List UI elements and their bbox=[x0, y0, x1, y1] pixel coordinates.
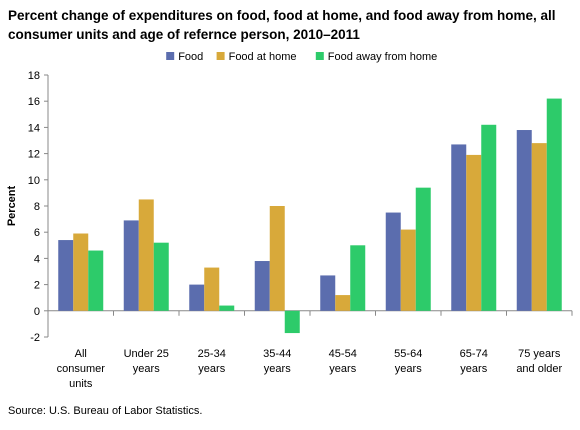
y-axis-title: Percent bbox=[6, 185, 18, 226]
bar bbox=[335, 295, 351, 311]
bar bbox=[153, 242, 169, 311]
bar bbox=[123, 220, 139, 311]
x-tick-label: consumer bbox=[57, 363, 106, 375]
bar bbox=[269, 206, 285, 311]
bar bbox=[284, 310, 300, 334]
x-tick-label: 65-74 bbox=[460, 348, 488, 360]
y-tick-label: 16 bbox=[28, 96, 40, 108]
bar bbox=[400, 229, 416, 311]
y-tick-label: 0 bbox=[34, 306, 40, 318]
bar bbox=[546, 98, 562, 311]
legend-label: Food away from home bbox=[328, 51, 437, 63]
x-tick-label: All bbox=[75, 348, 87, 360]
x-tick-label: years bbox=[460, 363, 487, 375]
legend-swatch bbox=[216, 52, 225, 60]
bar bbox=[88, 250, 104, 311]
y-tick-label: 4 bbox=[34, 253, 40, 265]
y-tick-label: 12 bbox=[28, 149, 40, 161]
bar bbox=[415, 187, 431, 311]
bar bbox=[516, 130, 532, 311]
x-tick-label: years bbox=[264, 363, 291, 375]
legend-swatch bbox=[166, 52, 175, 60]
x-tick-label: years bbox=[133, 363, 160, 375]
x-tick-label: years bbox=[198, 363, 225, 375]
bar bbox=[58, 240, 74, 311]
bar bbox=[531, 143, 547, 311]
x-tick-label: units bbox=[69, 378, 93, 390]
y-tick-label: 8 bbox=[34, 201, 40, 213]
y-tick-label: 18 bbox=[28, 70, 40, 82]
source-note: Source: U.S. Bureau of Labor Statistics. bbox=[8, 405, 203, 417]
bar bbox=[385, 212, 401, 311]
bar bbox=[350, 245, 366, 311]
bar bbox=[320, 275, 336, 311]
chart-title: Percent change of expenditures on food, … bbox=[8, 8, 556, 42]
y-tick-label: 2 bbox=[34, 280, 40, 292]
x-tick-label: years bbox=[329, 363, 356, 375]
y-tick-label: -2 bbox=[30, 332, 40, 344]
y-tick-label: 14 bbox=[28, 122, 40, 134]
x-tick-label: 35-44 bbox=[263, 348, 291, 360]
bar bbox=[73, 233, 89, 311]
bar bbox=[204, 267, 220, 311]
legend-label: Food bbox=[178, 51, 203, 63]
y-tick-label: 6 bbox=[34, 227, 40, 239]
x-tick-label: Under 25 bbox=[124, 348, 169, 360]
bar bbox=[481, 124, 497, 311]
bar bbox=[219, 305, 235, 311]
bar bbox=[466, 154, 482, 311]
x-tick-label: and older bbox=[516, 363, 562, 375]
legend-label: Food at home bbox=[229, 51, 297, 63]
legend-swatch bbox=[315, 52, 324, 60]
bar bbox=[254, 261, 270, 311]
x-tick-label: 25-34 bbox=[198, 348, 226, 360]
x-tick-label: years bbox=[395, 363, 422, 375]
y-tick-label: 10 bbox=[28, 175, 40, 187]
bar bbox=[451, 144, 467, 311]
x-tick-label: 75 years bbox=[518, 348, 561, 360]
x-tick-label: 55-64 bbox=[394, 348, 422, 360]
bar bbox=[189, 284, 205, 311]
x-tick-label: 45-54 bbox=[329, 348, 357, 360]
bar bbox=[138, 199, 154, 311]
